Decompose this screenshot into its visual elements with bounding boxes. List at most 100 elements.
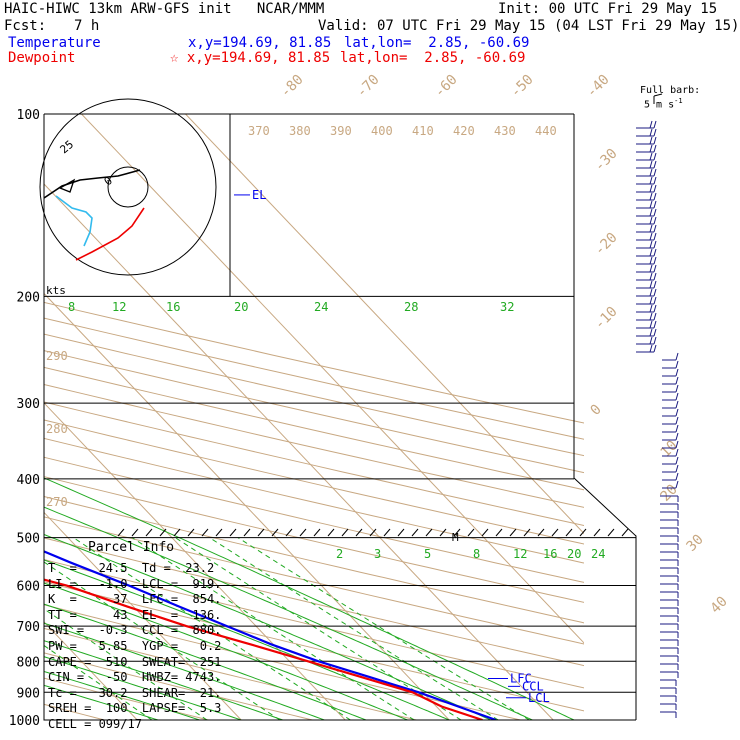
isotherm-label: -40 [584, 72, 613, 101]
hatch-mark [579, 528, 587, 537]
dry-adiabat-line [44, 537, 584, 667]
barb-key-units-text: 5 m s [644, 99, 675, 111]
wind-barb-flag-icon [653, 152, 657, 161]
wind-barb-flag-icon [653, 224, 657, 233]
wind-barbs [636, 93, 679, 718]
wind-barb-flag-icon [675, 480, 679, 489]
wind-barb-flag-icon [649, 152, 653, 161]
isotherm-label: -80 [278, 72, 307, 101]
hatch-mark [145, 528, 153, 537]
hatch-mark [117, 528, 125, 537]
pressure-label-500: 500 [17, 532, 40, 547]
hatch-mark [187, 528, 195, 537]
diagram-grid [44, 114, 584, 720]
plot-frame-right [573, 114, 637, 720]
hodograph-trace-upper [43, 169, 141, 199]
wind-barb-flag-icon [649, 160, 653, 169]
wind-barb-flag-icon [649, 128, 653, 137]
level-marker-lcl: LCL [528, 691, 550, 705]
wind-barb-flag-icon [675, 424, 679, 433]
wind-barb-flag-icon [649, 256, 653, 265]
parcel-info-row: K = 37 LFC = 854. [48, 592, 222, 607]
pressure-label-200: 200 [17, 290, 40, 305]
wind-barb-flag-icon [653, 216, 657, 225]
level-marker-ccl: CCL [522, 679, 544, 693]
temperature-legend: Temperature [8, 35, 101, 51]
wind-barb-flag-icon [649, 184, 653, 193]
isotherm-line [81, 114, 584, 644]
wind-barb-flag-icon [653, 328, 657, 337]
hatch-mark [621, 528, 629, 537]
hatch-mark [131, 528, 139, 537]
hatch-mark [257, 528, 265, 537]
theta-label: 440 [535, 124, 557, 138]
wind-barb-flag-icon [649, 176, 653, 185]
isotherm-label: 0 [588, 402, 605, 419]
level-marker-el: EL [252, 188, 266, 202]
wind-barb-flag-icon [649, 200, 653, 209]
wind-barb-flag-icon [653, 120, 657, 129]
hatch-mark [229, 528, 237, 537]
hatch-mark [467, 528, 475, 537]
wind-barb-flag-icon [653, 232, 657, 241]
pressure-label-300: 300 [17, 397, 40, 412]
temperature-location-latlon: lat,lon= 2.85, -60.69 [344, 35, 530, 51]
wind-barb-flag-icon [653, 200, 657, 209]
forecast-label: Fcst: [4, 18, 47, 34]
wind-barb-flag-icon [649, 296, 653, 305]
mixing-ratio-label: 16 [543, 547, 557, 561]
parcel-info-title: Parcel Info [88, 540, 175, 555]
hodograph-units: kts [46, 284, 66, 297]
wind-barb-flag-icon [649, 120, 653, 129]
moist-adiabat-label: 16 [166, 300, 180, 314]
wind-barb-flag-icon [649, 312, 653, 321]
temperature-location-xy: x,y=194.69, 81.85 [188, 35, 332, 51]
isotherm-label: 10 [658, 438, 681, 461]
dry-adiabat-line [44, 559, 584, 689]
isotherm-label: -30 [592, 146, 621, 175]
wind-barb-flag-icon [649, 280, 653, 289]
hatch-mark [425, 528, 433, 537]
theta-label: 420 [453, 124, 475, 138]
hatch-mark [411, 528, 419, 537]
parcel-info-row: CAPE = 510 SWEAT= 251 [48, 654, 222, 669]
mixing-ratio-line [175, 537, 462, 720]
hatch-mark [355, 528, 363, 537]
dry-adiabat-line [44, 333, 584, 457]
isotherm-label: 40 [708, 594, 731, 617]
isotherm-line [44, 402, 346, 720]
pressure-label-600: 600 [17, 580, 40, 595]
theta-label-left: 290 [46, 349, 68, 363]
parcel-info-row: CIN = -50 HWBZ= 4743. [48, 670, 222, 685]
moist-adiabat-label: 28 [404, 300, 418, 314]
wind-barb-flag-icon [675, 408, 679, 417]
theta-label: 380 [289, 124, 311, 138]
hatch-mark [537, 528, 545, 537]
dry-adiabat-line [44, 317, 584, 440]
barb-key-units: 5 m s-1 [644, 96, 683, 110]
wind-barb-flag-icon [649, 320, 653, 329]
wind-barb-flag-icon [653, 136, 657, 145]
temperature-profile [44, 550, 497, 720]
parcel-info-row: CELL = 099/17 [48, 717, 142, 731]
hatch-mark [509, 528, 517, 537]
hatch-mark [243, 528, 251, 537]
wind-barb-flag-icon [653, 312, 657, 321]
isotherm-label: -20 [592, 230, 621, 259]
moist-adiabat-line [44, 684, 159, 720]
dry-adiabat-line [44, 437, 584, 564]
mixing-ratio-label: 3 [374, 547, 381, 561]
hatch-mark [551, 528, 559, 537]
hodograph-ring-outer [39, 98, 217, 276]
theta-label-left: 270 [46, 495, 68, 509]
pressure-label-1000: 1000 [9, 714, 40, 729]
wind-barb-flag-icon [653, 256, 657, 265]
hodograph-ring-label: 25 [58, 138, 77, 156]
theta-label: 430 [494, 124, 516, 138]
pressure-label-100: 100 [17, 108, 40, 123]
wind-barb-flag-icon [649, 288, 653, 297]
hodograph-trace-mid [55, 195, 93, 247]
wind-barb-flag-icon [653, 280, 657, 289]
pressure-label-900: 900 [17, 686, 40, 701]
